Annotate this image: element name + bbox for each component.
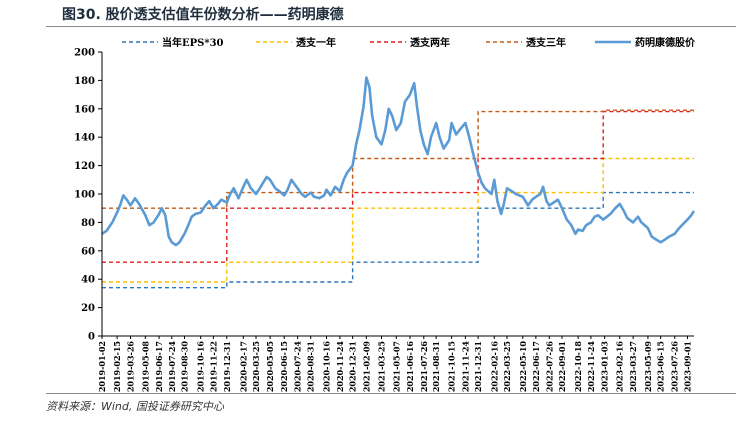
series-two-year-line: [102, 110, 694, 263]
x-tick-label: 2022-03-25: [502, 341, 512, 392]
legend-label-two-year-line: 透支两年: [410, 36, 450, 49]
x-tick-label: 2020-06-15: [279, 341, 289, 392]
x-tick-label: 2023-09-01: [682, 341, 692, 392]
x-tick-label: 2022-05-10: [518, 341, 528, 393]
x-tick-label: 2019-05-08: [140, 341, 150, 393]
x-tick-label: 2021-03-25: [376, 341, 386, 392]
x-tick-label: 2021-08-31: [431, 341, 441, 392]
series-eps-line: [102, 191, 694, 289]
x-tick-label: 2019-07-24: [167, 341, 177, 393]
x-tick-label: 2020-08-31: [306, 341, 316, 392]
legend-label-eps-line: 当年EPS*30: [162, 36, 224, 49]
x-tick-label: 2022-11-24: [586, 341, 596, 393]
legend-label-price-line: 药明康德股价: [635, 36, 696, 49]
x-tick-label: 2020-12-31: [348, 341, 358, 392]
y-tick-label: 180: [74, 76, 95, 87]
legend-label-three-year-line: 透支三年: [526, 36, 566, 49]
x-tick-label: 2022-06-17: [531, 341, 541, 392]
x-tick-label: 2020-05-05: [265, 341, 275, 392]
chart-axes: 0 20 40 60 80 100 120 140 160 180 200 2019-01-02 201…: [74, 48, 694, 393]
x-tick-label: 2019-12-31: [222, 341, 232, 392]
x-tick-label: 2021-02-09: [361, 341, 371, 393]
x-tick-label: 2020-11-24: [335, 341, 345, 393]
x-tick-label: 2019-02-15: [112, 341, 122, 392]
source-rule: [46, 393, 736, 394]
y-tick-label: 0: [88, 332, 95, 343]
x-tick-label: 2020-03-25: [251, 341, 261, 392]
x-tick-label: 2019-03-26: [126, 341, 136, 393]
x-tick-label: 2019-08-30: [180, 341, 190, 393]
x-tick-label: 2019-01-02: [97, 341, 107, 392]
x-tick-label: 2023-06-15: [656, 341, 666, 392]
x-tick-label: 2023-01-03: [600, 341, 610, 393]
y-tick-label: 80: [81, 218, 95, 229]
x-tick-label: 2021-07-26: [419, 341, 429, 393]
chart-legend: 当年EPS*30 透支一年 透支两年 透支三年 药明康德股价: [122, 36, 696, 49]
y-tick-label: 120: [74, 161, 95, 172]
x-tick-label: 2020-07-24: [293, 341, 303, 393]
y-tick-label: 100: [74, 190, 95, 201]
series-price-line: [101, 76, 696, 247]
x-tick-label: 2023-03-27: [628, 341, 638, 392]
x-tick-label: 2021-06-16: [405, 341, 415, 393]
y-tick-label: 40: [81, 275, 95, 286]
x-tick-label: 2023-07-26: [670, 341, 680, 393]
series-one-year-line: [102, 157, 694, 283]
y-tick-label: 200: [74, 48, 95, 59]
x-tick-label: 2021-12-31: [473, 341, 483, 392]
x-tick-label: 2020-02-17: [238, 341, 248, 392]
x-tick-label: 2019-11-22: [208, 341, 218, 392]
title-rule: [46, 26, 736, 27]
x-tick-label: 2021-11-24: [460, 341, 470, 393]
x-tick-label: 2019-06-17: [154, 341, 164, 392]
series-layer: [101, 76, 696, 289]
x-tick-label: 2019-10-16: [196, 341, 206, 393]
y-tick-label: 20: [81, 303, 95, 314]
x-tick-label: 2023-02-16: [615, 341, 625, 393]
x-tick-label: 2022-07-26: [544, 341, 554, 393]
x-tick-label: 2021-05-07: [391, 341, 401, 392]
x-tick-label: 2020-10-16: [321, 341, 331, 393]
x-tick-label: 2022-02-16: [489, 341, 499, 393]
x-tick-label: 2023-05-09: [643, 341, 653, 393]
x-tick-label: 2022-09-01: [557, 341, 567, 392]
x-tick-label: 2021-10-15: [447, 341, 457, 392]
source-note: 资料来源：Wind, 国投证券研究中心: [46, 400, 224, 413]
y-tick-label: 60: [81, 246, 95, 257]
series-three-year-line: [102, 109, 694, 209]
y-tick-label: 160: [74, 104, 95, 115]
figure-title: 图30. 股价透支估值年份数分析——药明康德: [62, 7, 344, 23]
legend-label-one-year-line: 透支一年: [296, 36, 336, 49]
y-tick-label: 140: [74, 133, 95, 144]
x-tick-label: 2022-10-18: [573, 341, 583, 393]
